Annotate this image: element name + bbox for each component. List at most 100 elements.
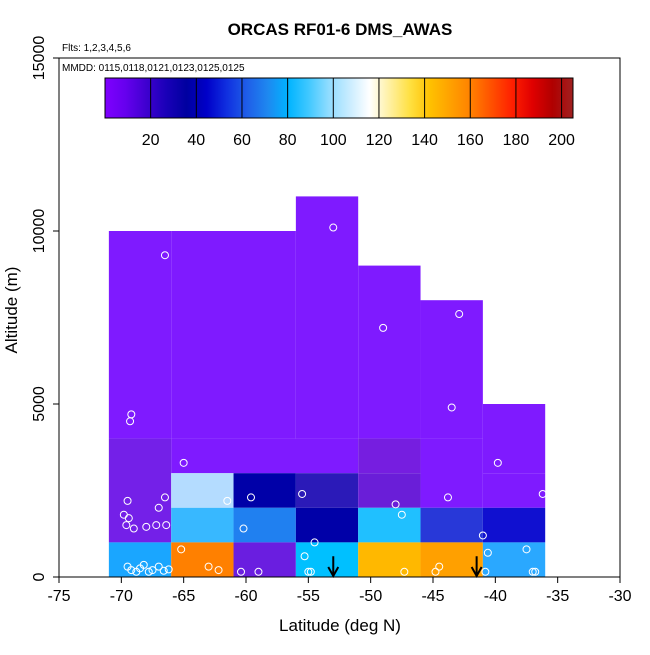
heatmap-cell: [482, 473, 546, 508]
sample-marker: [400, 567, 409, 576]
sample-marker: [142, 522, 151, 531]
sample-marker: [379, 323, 388, 332]
arrow-head: [470, 566, 483, 579]
heatmap-cell: [482, 507, 546, 543]
sample-marker: [391, 500, 400, 509]
y-tick-label: 15000: [31, 36, 48, 81]
heatmap-cell: [171, 473, 234, 508]
colorbar-tick-label: 40: [187, 132, 205, 149]
colorbar-tick-label: 200: [548, 132, 575, 149]
x-tick-label: -65: [172, 588, 195, 605]
sample-marker: [154, 562, 163, 571]
sample-marker: [122, 521, 131, 530]
x-tick-label: -60: [234, 588, 257, 605]
heatmap-cell: [108, 231, 172, 439]
heatmap-cell: [171, 231, 296, 439]
flights-annotation: Flts: 1,2,3,4,5,6: [62, 43, 131, 54]
heatmap-cell: [295, 196, 359, 439]
y-axis-label: Altitude (m): [2, 267, 21, 354]
sample-marker: [237, 567, 246, 576]
colorbar-tick-label: 80: [279, 132, 297, 149]
heatmap-cell: [420, 300, 483, 439]
sample-marker: [154, 503, 163, 512]
sample-marker: [397, 510, 406, 519]
heatmap-cell: [171, 507, 234, 543]
heatmap-cell: [233, 542, 296, 577]
heatmap-cell: [358, 542, 421, 577]
plot-frame: [58, 57, 621, 578]
colorbar-tick-label: 140: [411, 132, 438, 149]
sample-marker: [123, 496, 132, 505]
sample-marker: [159, 566, 168, 575]
sample-marker: [246, 493, 255, 502]
sample-marker: [164, 565, 173, 574]
colorbar-gradient: [105, 78, 573, 118]
colorbar-tick-label: 160: [457, 132, 484, 149]
sample-marker: [298, 489, 307, 498]
x-axis: -75 -70 -65 -60 -55 -50 -45 -40 -35 -30: [47, 577, 632, 605]
sample-marker: [119, 510, 128, 519]
sample-marker: [160, 493, 169, 502]
sample-marker: [522, 545, 531, 554]
x-axis-label: Latitude (deg N): [279, 616, 401, 635]
heatmap-cell: [108, 438, 172, 543]
heatmap-cell: [233, 473, 296, 508]
heatmap-cell: [295, 473, 359, 508]
colorbar-tick-label: 100: [320, 132, 347, 149]
sample-marker: [144, 567, 153, 576]
x-tick-label: -50: [359, 588, 382, 605]
heatmap-cell: [482, 542, 546, 577]
sample-marker: [546, 403, 555, 412]
x-tick-label: -55: [297, 588, 320, 605]
colorbar-tick-label: 20: [142, 132, 160, 149]
y-tick-label: 5000: [31, 386, 48, 422]
sample-marker: [300, 552, 309, 561]
sample-marker: [254, 567, 263, 576]
sample-marker: [431, 567, 440, 576]
arrow-head: [327, 566, 340, 579]
sample-marker: [329, 223, 338, 232]
sample-marker: [129, 524, 138, 533]
sample-marker: [127, 410, 136, 419]
sample-marker: [239, 524, 248, 533]
sample-marker: [493, 458, 502, 467]
sample-marker: [528, 567, 537, 576]
sample-markers: [119, 223, 555, 576]
sample-marker: [179, 458, 188, 467]
heatmap-cell: [358, 438, 421, 474]
bottom-arrows: [327, 556, 483, 579]
x-tick-label: -45: [421, 588, 444, 605]
y-tick-label: 10000: [31, 209, 48, 254]
colorbar-frame: [104, 77, 574, 119]
sample-marker: [304, 567, 313, 576]
heatmap-cell: [295, 507, 359, 543]
sample-marker: [447, 403, 456, 412]
x-tick-label: -70: [110, 588, 133, 605]
sample-marker: [455, 310, 464, 319]
sample-marker: [139, 560, 148, 569]
heatmap-cell: [171, 542, 234, 577]
y-axis: 0 5000 10000 15000: [31, 36, 59, 581]
sample-marker: [204, 562, 213, 571]
sample-marker: [306, 567, 315, 576]
heatmap-cell: [358, 507, 421, 543]
heatmap-cell: [420, 542, 483, 577]
sample-marker: [531, 567, 540, 576]
heatmap-cell: [171, 438, 359, 474]
colorbar: 20 40 60 80 100 120 140 160 180 200: [104, 77, 575, 149]
heatmap-cell: [358, 265, 421, 439]
colorbar-tick-label: 60: [233, 132, 251, 149]
sample-marker: [443, 493, 452, 502]
heatmap-cell: [358, 473, 421, 508]
heatmap-cell: [420, 507, 483, 543]
sample-marker: [152, 521, 161, 530]
heatmap-cells: [108, 196, 546, 577]
sample-marker: [483, 548, 492, 557]
sample-marker: [310, 538, 319, 547]
y-tick-label: 0: [31, 572, 48, 581]
x-tick-label: -30: [608, 588, 631, 605]
x-tick-label: -40: [484, 588, 507, 605]
chart-title: ORCAS RF01-6 DMS_AWAS: [228, 20, 453, 39]
